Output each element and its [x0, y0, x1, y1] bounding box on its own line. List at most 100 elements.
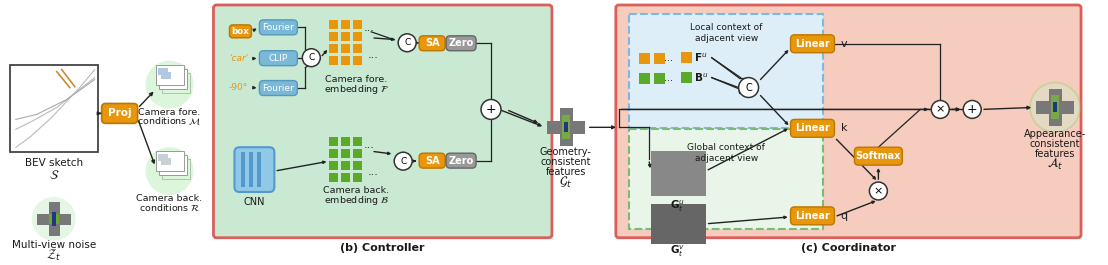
FancyBboxPatch shape [419, 153, 445, 168]
Text: C: C [308, 53, 315, 62]
Text: ...: ... [368, 50, 379, 60]
Text: 'car': 'car' [229, 54, 248, 63]
Text: Zero: Zero [449, 156, 474, 166]
Text: +: + [967, 103, 977, 116]
Text: features: features [546, 167, 586, 177]
Circle shape [398, 34, 417, 52]
Text: $\mathcal{S}$: $\mathcal{S}$ [49, 169, 59, 182]
Bar [158, 155, 186, 175]
FancyBboxPatch shape [235, 147, 275, 192]
Bar [10, 65, 98, 152]
Bar [329, 56, 338, 65]
Circle shape [302, 49, 320, 67]
Text: -90°: -90° [229, 83, 248, 92]
Bar [562, 115, 570, 139]
Circle shape [481, 99, 501, 119]
Text: BEV sketch: BEV sketch [24, 158, 83, 168]
FancyBboxPatch shape [790, 35, 834, 53]
Text: C: C [400, 157, 407, 166]
Text: Softmax: Softmax [855, 151, 901, 161]
Bar [341, 137, 350, 146]
Text: Proj: Proj [107, 108, 132, 118]
Bar [157, 68, 167, 75]
Text: ...: ... [664, 73, 674, 83]
Text: k: k [841, 123, 848, 133]
Bar [161, 72, 171, 79]
Bar [1049, 89, 1063, 126]
FancyBboxPatch shape [616, 5, 1081, 238]
Bar [329, 149, 338, 158]
Bar [353, 20, 362, 29]
Text: $\mathcal{Z}_t$: $\mathcal{Z}_t$ [47, 248, 61, 263]
Circle shape [145, 61, 194, 108]
FancyBboxPatch shape [102, 103, 137, 123]
Bar [341, 56, 350, 65]
Bar [329, 32, 338, 41]
Circle shape [963, 100, 982, 118]
Text: SA: SA [424, 38, 440, 48]
Text: Camera back.: Camera back. [136, 195, 203, 204]
Text: ...: ... [363, 23, 375, 33]
Bar [680, 52, 691, 63]
Bar [329, 173, 338, 182]
Bar [680, 72, 691, 83]
Bar [341, 32, 350, 41]
Text: Camera fore.: Camera fore. [325, 75, 388, 84]
Text: $\times$: $\times$ [873, 186, 883, 196]
Text: (c) Coordinator: (c) Coordinator [801, 243, 896, 253]
Text: $\mathcal{A}_t$: $\mathcal{A}_t$ [1047, 156, 1064, 172]
Text: Linear: Linear [796, 123, 830, 133]
Circle shape [394, 152, 412, 170]
Text: $\mathbf{G}_t^v$: $\mathbf{G}_t^v$ [670, 244, 685, 259]
Text: embedding $\mathcal{F}$: embedding $\mathcal{F}$ [324, 83, 389, 96]
Text: Linear: Linear [796, 39, 830, 49]
Text: Camera back.: Camera back. [324, 187, 389, 196]
Bar [155, 65, 184, 85]
Bar [629, 129, 823, 229]
Bar [1036, 101, 1074, 114]
Text: ...: ... [664, 53, 674, 63]
FancyBboxPatch shape [447, 36, 476, 51]
Text: conditions $\mathcal{M}$: conditions $\mathcal{M}$ [137, 116, 202, 127]
Bar [639, 53, 649, 64]
Text: adjacent view: adjacent view [695, 154, 758, 163]
Text: $\mathbf{G}_t^u$: $\mathbf{G}_t^u$ [670, 198, 685, 214]
Bar [353, 32, 362, 41]
Bar [162, 159, 189, 179]
Text: CLIP: CLIP [269, 54, 288, 63]
Text: Multi-view noise: Multi-view noise [11, 240, 96, 250]
Bar [37, 214, 71, 225]
Text: C: C [404, 38, 410, 47]
Bar [49, 202, 60, 236]
Circle shape [145, 147, 194, 195]
Bar [249, 152, 254, 187]
Text: embedding $\mathcal{B}$: embedding $\mathcal{B}$ [324, 195, 389, 207]
Bar [341, 173, 350, 182]
Bar [155, 151, 184, 171]
FancyBboxPatch shape [854, 147, 902, 165]
Text: Geometry-: Geometry- [540, 147, 592, 157]
Text: SA: SA [424, 156, 440, 166]
FancyBboxPatch shape [259, 51, 297, 66]
Text: Fourier: Fourier [263, 23, 295, 32]
Text: Camera fore.: Camera fore. [138, 108, 201, 117]
Text: Zero: Zero [449, 38, 474, 48]
Bar [158, 69, 186, 89]
Bar [162, 73, 189, 92]
Circle shape [1030, 83, 1080, 132]
Bar [341, 44, 350, 53]
FancyBboxPatch shape [790, 119, 834, 137]
Text: features: features [1035, 149, 1075, 159]
Bar [329, 44, 338, 53]
Text: consistent: consistent [541, 157, 592, 167]
Bar [329, 20, 338, 29]
Bar [257, 152, 261, 187]
Bar [161, 158, 171, 165]
FancyBboxPatch shape [259, 81, 297, 95]
Bar [341, 20, 350, 29]
Text: (b) Controller: (b) Controller [340, 243, 425, 253]
Bar [353, 149, 362, 158]
Bar [329, 137, 338, 146]
Text: conditions $\mathcal{R}$: conditions $\mathcal{R}$ [138, 202, 201, 213]
Bar [242, 152, 246, 187]
